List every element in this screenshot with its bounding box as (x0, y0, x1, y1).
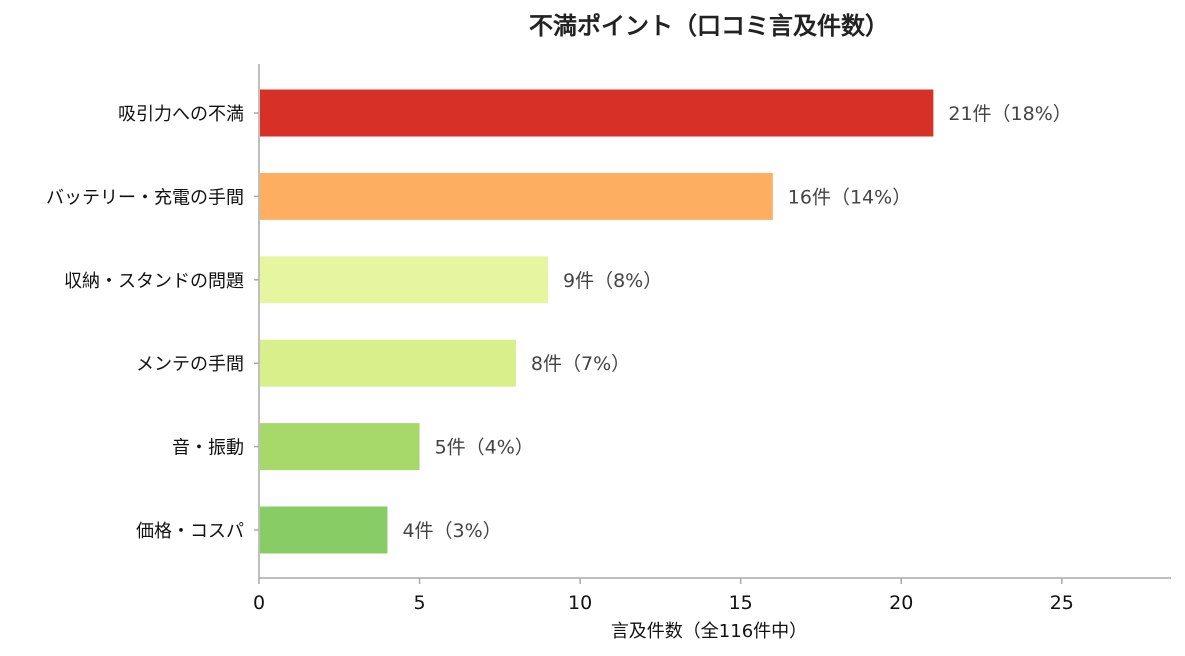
chart-title: 不満ポイント（口コミ言及件数） (529, 12, 889, 40)
x-tick-label: 0 (253, 592, 265, 614)
category-label: 音・振動 (172, 438, 244, 459)
data-label: 4件（3%） (402, 520, 501, 542)
x-tick-label: 20 (889, 592, 913, 614)
data-label: 16件（14%） (788, 186, 911, 208)
data-label: 5件（4%） (435, 437, 534, 459)
category-label: 収納・スタンドの問題 (64, 271, 244, 292)
data-label: 8件（7%） (531, 353, 630, 375)
category-label: メンテの手間 (136, 354, 244, 375)
bars-group (260, 89, 934, 554)
data-labels: 21件（18%） 16件（14%） 9件（8%） 8件（7%） 5件（4%） 4件（3%） (402, 103, 1071, 542)
bar (260, 89, 934, 137)
x-tick-label: 10 (568, 592, 592, 614)
x-tick-label: 15 (729, 592, 753, 614)
x-axis-label: 言及件数（全116件中） (611, 621, 807, 642)
bar (260, 506, 388, 554)
bar (260, 256, 549, 304)
bar (260, 172, 773, 220)
category-label: 吸引力への不満 (118, 104, 244, 125)
data-label: 9件（8%） (563, 270, 662, 292)
category-label: バッテリー・充電の手間 (46, 187, 244, 208)
data-label: 21件（18%） (948, 103, 1071, 125)
bar (260, 339, 516, 387)
x-tick-label: 25 (1050, 592, 1074, 614)
x-axis-ticks: 0 5 10 15 20 25 (253, 578, 1074, 614)
bar (260, 423, 420, 471)
category-labels: 吸引力への不満バッテリー・充電の手間収納・スタンドの問題メンテの手間音・振動価格… (46, 104, 259, 542)
x-tick-label: 5 (414, 592, 426, 614)
category-label: 価格・コスパ (136, 521, 244, 542)
